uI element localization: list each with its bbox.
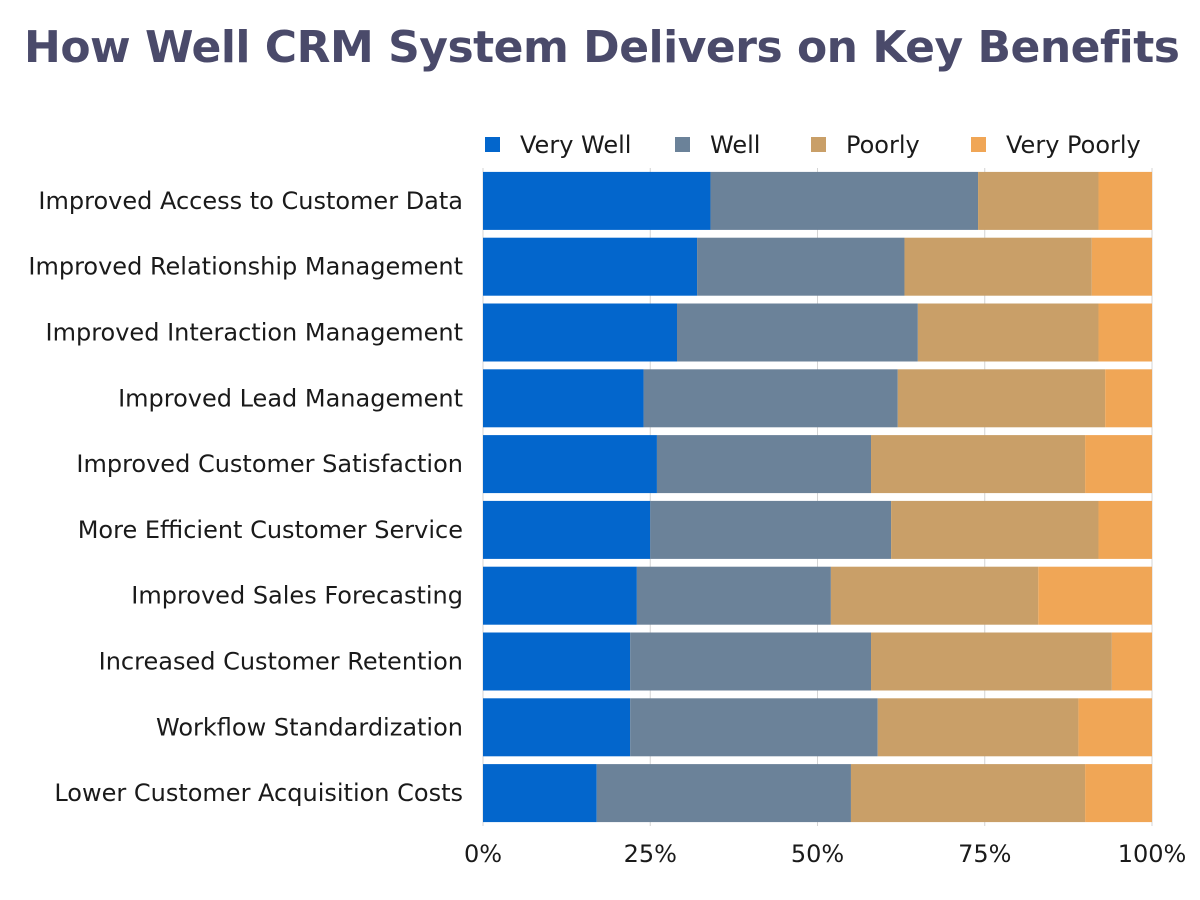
- bar-row: [483, 566, 1152, 625]
- bar-segment: [897, 369, 1106, 428]
- x-tick-label: 0%: [464, 840, 502, 868]
- bar-segment: [483, 632, 631, 691]
- category-label: Improved Relationship Management: [28, 253, 463, 281]
- bar-row: [483, 500, 1152, 559]
- bar-segment: [877, 698, 1079, 757]
- bar-segment: [1091, 237, 1152, 296]
- bar-segment: [630, 698, 878, 757]
- bar-segment: [656, 435, 872, 494]
- bar-row: [483, 698, 1152, 757]
- bar-segment: [891, 500, 1099, 559]
- bar-segment: [1105, 369, 1152, 428]
- x-tick-label: 50%: [791, 840, 844, 868]
- bar-segment: [636, 566, 831, 625]
- bar-segment: [483, 500, 651, 559]
- bar-segment: [917, 303, 1099, 362]
- x-tick-label: 75%: [958, 840, 1011, 868]
- bar-segment: [1098, 171, 1152, 230]
- bar-row: [483, 237, 1152, 296]
- bar-segment: [1085, 764, 1152, 823]
- bar-segment: [1098, 500, 1152, 559]
- legend-item: Very Well: [485, 131, 631, 159]
- bar-segment: [483, 303, 678, 362]
- category-label: Improved Access to Customer Data: [38, 187, 463, 215]
- bars: [483, 171, 1152, 823]
- legend-label: Very Poorly: [1006, 131, 1141, 159]
- x-axis: 0% 25% 50% 75% 100%: [464, 840, 1186, 868]
- bar-segment: [904, 237, 1092, 296]
- bar-segment: [1098, 303, 1152, 362]
- bar-segment: [1038, 566, 1152, 625]
- legend-item: Very Poorly: [971, 131, 1141, 159]
- bar-segment: [710, 171, 979, 230]
- category-label: Improved Sales Forecasting: [131, 582, 463, 610]
- bar-segment: [483, 237, 698, 296]
- bar-row: [483, 632, 1152, 691]
- x-tick-label: 25%: [624, 840, 677, 868]
- bar-row: [483, 171, 1152, 230]
- bar-row: [483, 764, 1152, 823]
- bar-segment: [1078, 698, 1152, 757]
- bar-segment: [483, 435, 657, 494]
- bar-row: [483, 369, 1152, 428]
- bar-row: [483, 303, 1152, 362]
- legend-label: Well: [710, 131, 760, 159]
- x-tick-label: 100%: [1118, 840, 1187, 868]
- bar-segment: [650, 500, 892, 559]
- bar-segment: [596, 764, 851, 823]
- category-label: Increased Customer Retention: [99, 648, 463, 676]
- legend-swatch: [675, 137, 690, 152]
- bar-segment: [697, 237, 905, 296]
- category-label: Workflow Standardization: [156, 713, 463, 741]
- category-label: Improved Interaction Management: [46, 319, 463, 347]
- bar-segment: [978, 171, 1099, 230]
- bar-segment: [643, 369, 898, 428]
- bar-segment: [483, 764, 597, 823]
- legend: Very Well Well Poorly Very Poorly: [485, 131, 1141, 159]
- legend-swatch: [485, 137, 500, 152]
- bar-segment: [483, 566, 637, 625]
- bar-segment: [677, 303, 918, 362]
- bar-segment: [830, 566, 1039, 625]
- category-label: More Efficient Customer Service: [78, 516, 463, 544]
- legend-swatch: [811, 137, 826, 152]
- legend-item: Well: [675, 131, 760, 159]
- bar-segment: [1085, 435, 1152, 494]
- bar-segment: [850, 764, 1086, 823]
- legend-item: Poorly: [811, 131, 920, 159]
- bar-segment: [483, 698, 631, 757]
- category-labels: Improved Access to Customer Data Improved…: [28, 187, 463, 807]
- legend-label: Very Well: [520, 131, 631, 159]
- bar-segment: [1111, 632, 1152, 691]
- bar-segment: [871, 632, 1112, 691]
- bar-row: [483, 435, 1152, 494]
- bar-segment: [483, 369, 644, 428]
- legend-label: Poorly: [846, 131, 920, 159]
- category-label: Lower Customer Acquisition Costs: [54, 779, 463, 807]
- bar-segment: [871, 435, 1086, 494]
- legend-swatch: [971, 137, 986, 152]
- bar-segment: [483, 171, 711, 230]
- chart-title: How Well CRM System Delivers on Key Bene…: [24, 22, 1180, 73]
- category-label: Improved Lead Management: [118, 384, 463, 412]
- bar-segment: [630, 632, 872, 691]
- category-label: Improved Customer Satisfaction: [76, 450, 463, 478]
